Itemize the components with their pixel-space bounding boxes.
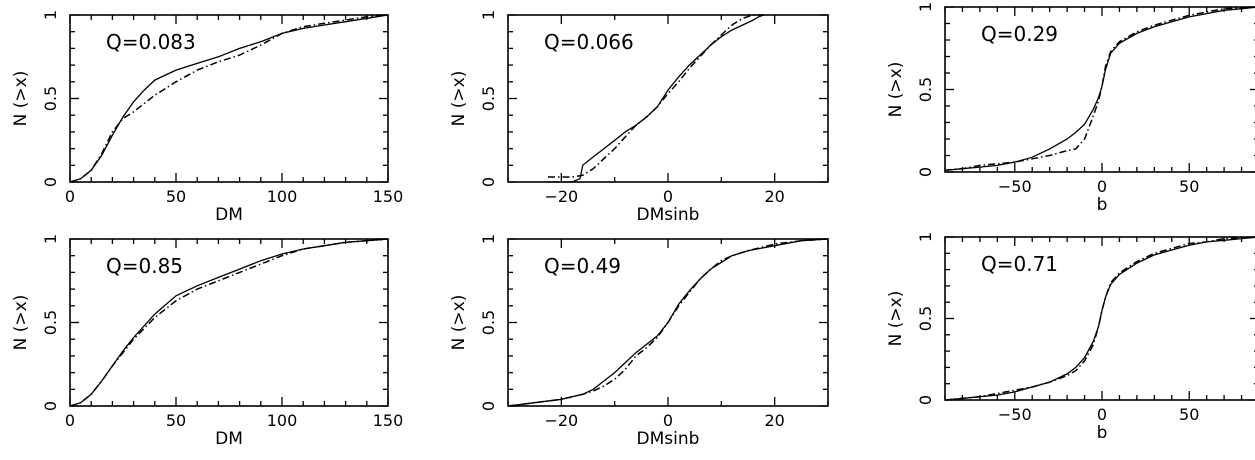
- y-axis-label: N (>x): [886, 62, 906, 118]
- panel-top-right: −50 0 50 0 0.5 1 b N (>x) Q=0.29: [886, 2, 1255, 215]
- x-tick-label: 150: [373, 187, 404, 206]
- series-line-dash-dot: [944, 6, 1255, 172]
- series-line-dash-dot: [548, 14, 764, 178]
- panel-top-middle: −20 0 20 0 0.5 1 DMsinb N (>x) Q=0.066: [449, 10, 829, 225]
- y-axis-label: N (>x): [11, 71, 31, 127]
- x-tick-label: −50: [998, 177, 1032, 196]
- x-tick-label: 0: [663, 411, 673, 430]
- y-axis-label: N (>x): [449, 295, 469, 351]
- panel-bottom-middle: −20 0 20 0 0.5 1 DMsinb N (>x) Q=0.49: [449, 234, 829, 449]
- y-tick-label: 0: [916, 167, 935, 177]
- x-tick-label: 0: [663, 187, 673, 206]
- y-tick-label: 1: [916, 232, 935, 242]
- panel-bottom-left: 0 50 100 150 0 0.5 1 DM N (>x) Q=0.85: [11, 234, 403, 449]
- x-axis-label: b: [1097, 195, 1108, 215]
- series-line-solid: [944, 6, 1255, 171]
- x-axis-label: b: [1097, 423, 1108, 443]
- y-tick-label: 1: [479, 10, 498, 20]
- x-tick-label: 0: [65, 411, 75, 430]
- series-line-solid: [548, 14, 765, 183]
- series-line-dash-dot: [69, 14, 389, 183]
- x-tick-label: 20: [764, 411, 784, 430]
- x-tick-label: 50: [166, 411, 186, 430]
- panel-bottom-right: −50 0 50 0 0.5 1 b N (>x) Q=0.71: [886, 232, 1255, 443]
- q-statistic-label: Q=0.85: [106, 254, 183, 278]
- y-tick-label: 0: [916, 395, 935, 405]
- y-tick-label: 0: [479, 401, 498, 411]
- x-tick-label: −20: [544, 187, 578, 206]
- panel-top-left: 0 50 100 150 0 0.5 1 DM N (>x) Q=0.083: [11, 10, 403, 225]
- y-tick-label: 0.5: [41, 310, 60, 335]
- y-axis-label: N (>x): [11, 295, 31, 351]
- x-tick-label: 100: [267, 411, 298, 430]
- x-tick-label: −50: [998, 405, 1032, 424]
- y-tick-label: 0: [41, 401, 60, 411]
- y-tick-label: 1: [41, 10, 60, 20]
- y-axis-label: N (>x): [449, 71, 469, 127]
- y-tick-label: 0.5: [916, 77, 935, 102]
- y-tick-label: 0: [479, 177, 498, 187]
- x-tick-label: 0: [1097, 405, 1107, 424]
- x-tick-label: 0: [65, 187, 75, 206]
- x-tick-label: −20: [544, 411, 578, 430]
- y-tick-label: 0.5: [41, 86, 60, 111]
- y-tick-label: 0.5: [479, 86, 498, 111]
- y-axis-label: N (>x): [886, 291, 906, 347]
- x-tick-label: 50: [166, 187, 186, 206]
- x-tick-label: 20: [764, 187, 784, 206]
- x-axis-label: DMsinb: [637, 429, 700, 449]
- x-tick-label: 100: [267, 187, 298, 206]
- q-statistic-label: Q=0.083: [106, 30, 196, 54]
- y-tick-label: 0.5: [479, 310, 498, 335]
- q-statistic-label: Q=0.71: [981, 252, 1058, 276]
- y-tick-label: 0.5: [916, 306, 935, 331]
- y-tick-label: 0: [41, 177, 60, 187]
- x-axis-label: DM: [215, 429, 243, 449]
- q-statistic-label: Q=0.066: [544, 30, 634, 54]
- series-line-solid: [69, 14, 389, 183]
- x-tick-label: 0: [1097, 177, 1107, 196]
- q-statistic-label: Q=0.29: [981, 22, 1058, 46]
- series-line-dash-dot: [944, 236, 1255, 401]
- x-tick-label: 50: [1179, 405, 1199, 424]
- series-line-dash-dot: [69, 238, 389, 407]
- x-axis-label: DM: [215, 205, 243, 225]
- y-tick-label: 1: [479, 234, 498, 244]
- x-tick-label: 50: [1179, 177, 1199, 196]
- x-tick-label: 150: [373, 411, 404, 430]
- q-statistic-label: Q=0.49: [544, 254, 621, 278]
- y-tick-label: 1: [41, 234, 60, 244]
- x-axis-label: DMsinb: [637, 205, 700, 225]
- y-tick-label: 1: [916, 2, 935, 12]
- series-line-dash-dot: [507, 238, 829, 407]
